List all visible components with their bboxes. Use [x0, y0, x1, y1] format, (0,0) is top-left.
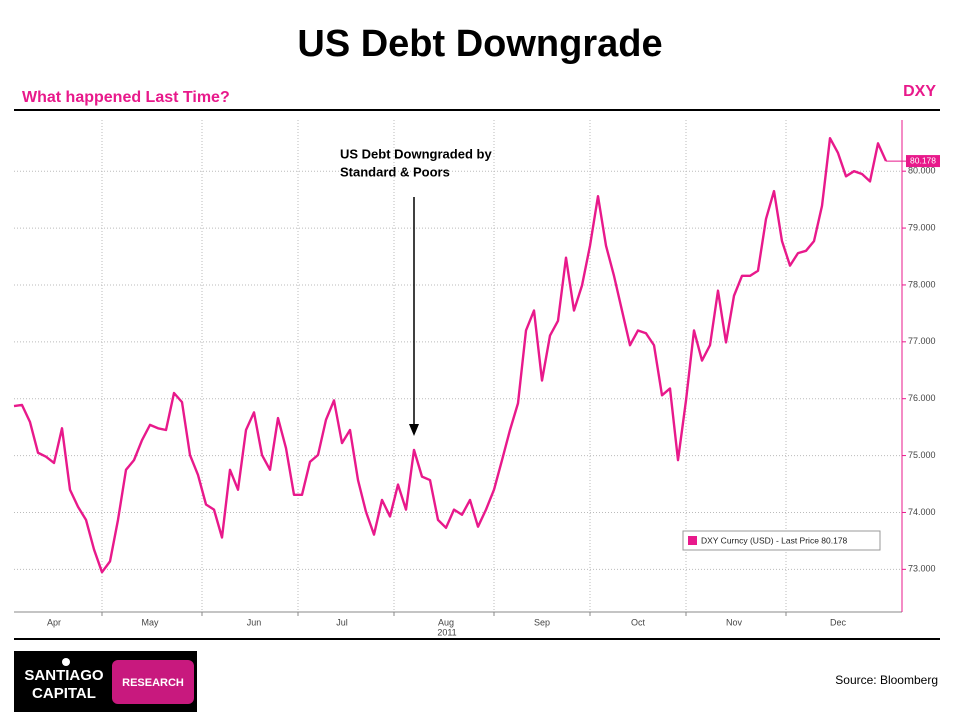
legend-swatch — [688, 536, 697, 545]
y-tick-label: 80.000 — [908, 166, 936, 176]
x-tick-label: Oct — [631, 617, 646, 627]
x-tick-label: Dec — [830, 617, 847, 627]
logo-line: CAPITAL — [32, 685, 96, 702]
logo-emblem — [62, 658, 70, 666]
y-tick-label: 77.000 — [908, 336, 936, 346]
logo: SANTIAGO CAPITAL RESEARCH — [14, 651, 197, 712]
y-tick-label: 74.000 — [908, 507, 936, 517]
annotation-text: Standard & Poors — [340, 164, 450, 179]
source: Source: Bloomberg — [835, 673, 938, 687]
logo-tag-box — [112, 660, 194, 704]
logo-line: SANTIAGO — [24, 667, 104, 684]
x-tick-label: Aug — [438, 617, 454, 627]
logo-tag: RESEARCH — [122, 677, 184, 689]
annotation-text: US Debt Downgraded by — [340, 146, 492, 161]
year-label: 2011 — [437, 627, 456, 637]
annotation-arrowhead — [409, 424, 419, 436]
axis-title: DXY — [903, 83, 936, 100]
y-tick-label: 76.000 — [908, 393, 936, 403]
y-tick-label: 73.000 — [908, 564, 936, 574]
data-line — [13, 137, 888, 574]
x-tick-label: Sep — [534, 617, 550, 627]
value-label-box — [906, 155, 940, 168]
x-tick-label: May — [141, 617, 159, 627]
x-tick-label: Apr — [47, 617, 61, 627]
y-tick-label: 79.000 — [908, 222, 936, 232]
x-tick-label: Nov — [726, 617, 743, 627]
x-tick-label: Jun — [247, 617, 262, 627]
value-label: 80.178 — [910, 155, 936, 165]
x-tick-label: Jul — [336, 617, 348, 627]
subtitle: What happened Last Time? — [22, 89, 230, 106]
slide-title: US Debt Downgrade — [297, 23, 662, 65]
y-tick-label: 75.000 — [908, 450, 936, 460]
legend-label: DXY Curncy (USD) - Last Price 80.178 — [701, 535, 848, 545]
y-tick-label: 78.000 — [908, 279, 936, 289]
legend-box — [682, 530, 881, 551]
